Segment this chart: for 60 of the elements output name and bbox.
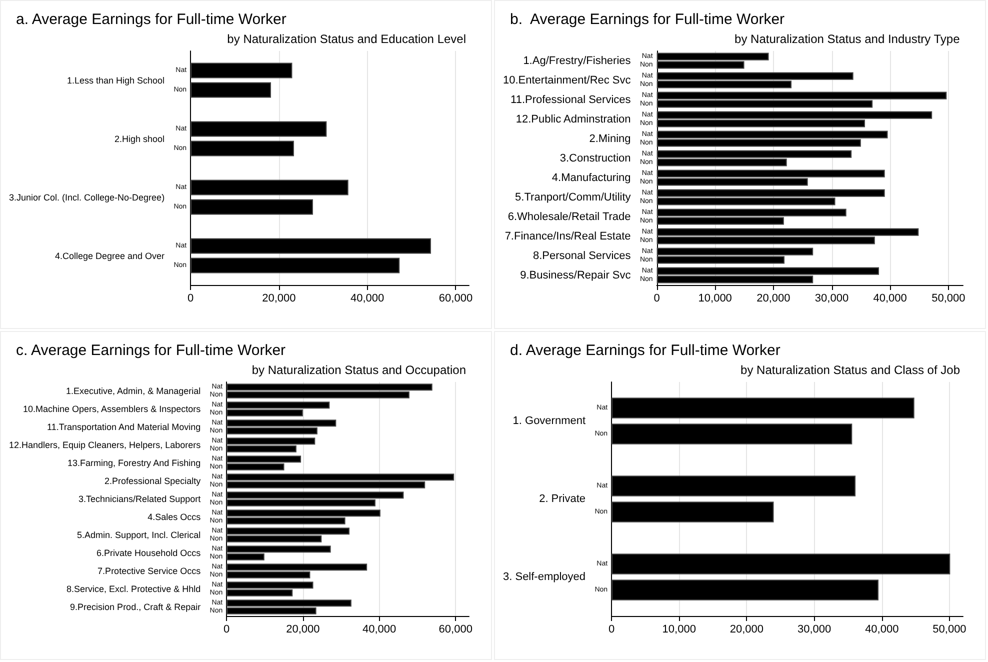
- chart-title: d. Average Earnings for Full-time Worker: [510, 342, 780, 359]
- x-tick-label: 10,000: [698, 292, 732, 304]
- x-tick-label: 0: [654, 292, 660, 304]
- chart-subtitle: by Naturalization Status and Industry Type: [734, 32, 960, 46]
- y-tick-label: 1.Ag/Frestry/Fisheries: [523, 54, 632, 67]
- y-tick-label: 2.High shool: [114, 134, 165, 144]
- chart-subtitle: by Naturalization Status and Occupation: [252, 363, 466, 377]
- x-tick-label: 30,000: [814, 292, 849, 304]
- y-tick-label: 12.Public Adminstration: [516, 113, 631, 126]
- x-tick-label: 0: [188, 292, 194, 304]
- x-tick-label: 0: [224, 624, 230, 636]
- y-tick-label: 2.Mining: [589, 132, 631, 145]
- y-tick-label: 8.Service, Excl. Protective & Hhld: [66, 584, 201, 594]
- x-tick-label: 30,000: [797, 624, 832, 636]
- y-tick-label: 5.Admin. Support, Incl. Clerical: [77, 530, 201, 540]
- y-tick-label: 8.Personal Services: [532, 250, 632, 262]
- x-tick-label: 40,000: [362, 624, 396, 636]
- x-tick-label: 20,000: [730, 624, 764, 636]
- y-tick-label: 10.Machine Opers, Assemblers & Inspectors: [23, 404, 202, 414]
- y-tick-label: 1.Executive, Admin, & Managerial: [66, 386, 201, 396]
- y-tick-label: 6.Wholesale/Retail Trade: [508, 210, 631, 223]
- y-tick-label: 3.Construction: [560, 152, 631, 164]
- y-tick-label: 9.Business/Repair Svc: [520, 269, 632, 282]
- chart-title: c. Average Earnings for Full-time Worker: [16, 342, 286, 359]
- y-tick-label: 13.Farming, Forestry And Fishing: [68, 458, 201, 468]
- y-tick-label: 9.Precision Prod., Craft & Repair: [70, 602, 201, 612]
- y-tick-label: 11.Professional Services: [510, 94, 632, 106]
- y-tick-label: 3.Technicians/Related Support: [78, 494, 202, 504]
- x-tick-label: 60,000: [438, 292, 473, 304]
- y-tick-label: 12.Handlers, Equip Cleaners, Helpers, Laborers: [8, 440, 202, 450]
- x-tick-label: 20,000: [262, 292, 296, 304]
- y-tick-label: 6.Private Household Occs: [96, 548, 202, 558]
- chart-subtitle: by Naturalization Status and Class of Job: [740, 363, 960, 377]
- y-tick-label: 11.Transportation And Material Moving: [47, 422, 201, 432]
- chart-title: b. Average Earnings for Full-time Worker: [510, 11, 785, 28]
- y-tick-label: 5.Tranport/Comm/Utility: [515, 191, 632, 204]
- y-tick-label: 4.Manufacturing: [552, 172, 631, 184]
- y-tick-label: 1. Government: [512, 415, 586, 427]
- x-tick-label: 40,000: [865, 624, 899, 636]
- x-tick-label: 20,000: [756, 292, 790, 304]
- y-tick-label: 4.College Degree and Over: [54, 250, 165, 261]
- y-tick-label: 7.Finance/Ins/Real Estate: [504, 230, 631, 242]
- y-tick-label: 1.Less than High School: [66, 75, 165, 86]
- x-tick-label: 0: [608, 624, 615, 636]
- chart-subtitle: by Naturalization Status and Education Level: [227, 32, 466, 46]
- x-tick-label: 60,000: [438, 624, 472, 636]
- x-tick-label: 50,000: [932, 624, 966, 636]
- x-tick-label: 50,000: [932, 292, 966, 304]
- y-tick-label: 3. Self-employed: [502, 571, 586, 583]
- x-tick-label: 20,000: [286, 624, 320, 636]
- x-tick-label: 10,000: [662, 624, 696, 636]
- y-tick-label: 10.Entertainment/Rec Svc: [502, 74, 632, 86]
- y-tick-label: 2.Professional Specialty: [104, 476, 202, 486]
- y-tick-label: 4.Sales Occs: [148, 512, 202, 522]
- y-tick-label: 7.Protective Service Occs: [98, 566, 202, 576]
- y-tick-label: 3.Junior Col. (Incl. College-No-Degree): [9, 192, 165, 202]
- y-tick-label: 2. Private: [539, 493, 586, 505]
- x-tick-label: 40,000: [350, 292, 384, 304]
- x-tick-label: 40,000: [873, 292, 907, 304]
- chart-title: a. Average Earnings for Full-time Worker: [16, 11, 286, 28]
